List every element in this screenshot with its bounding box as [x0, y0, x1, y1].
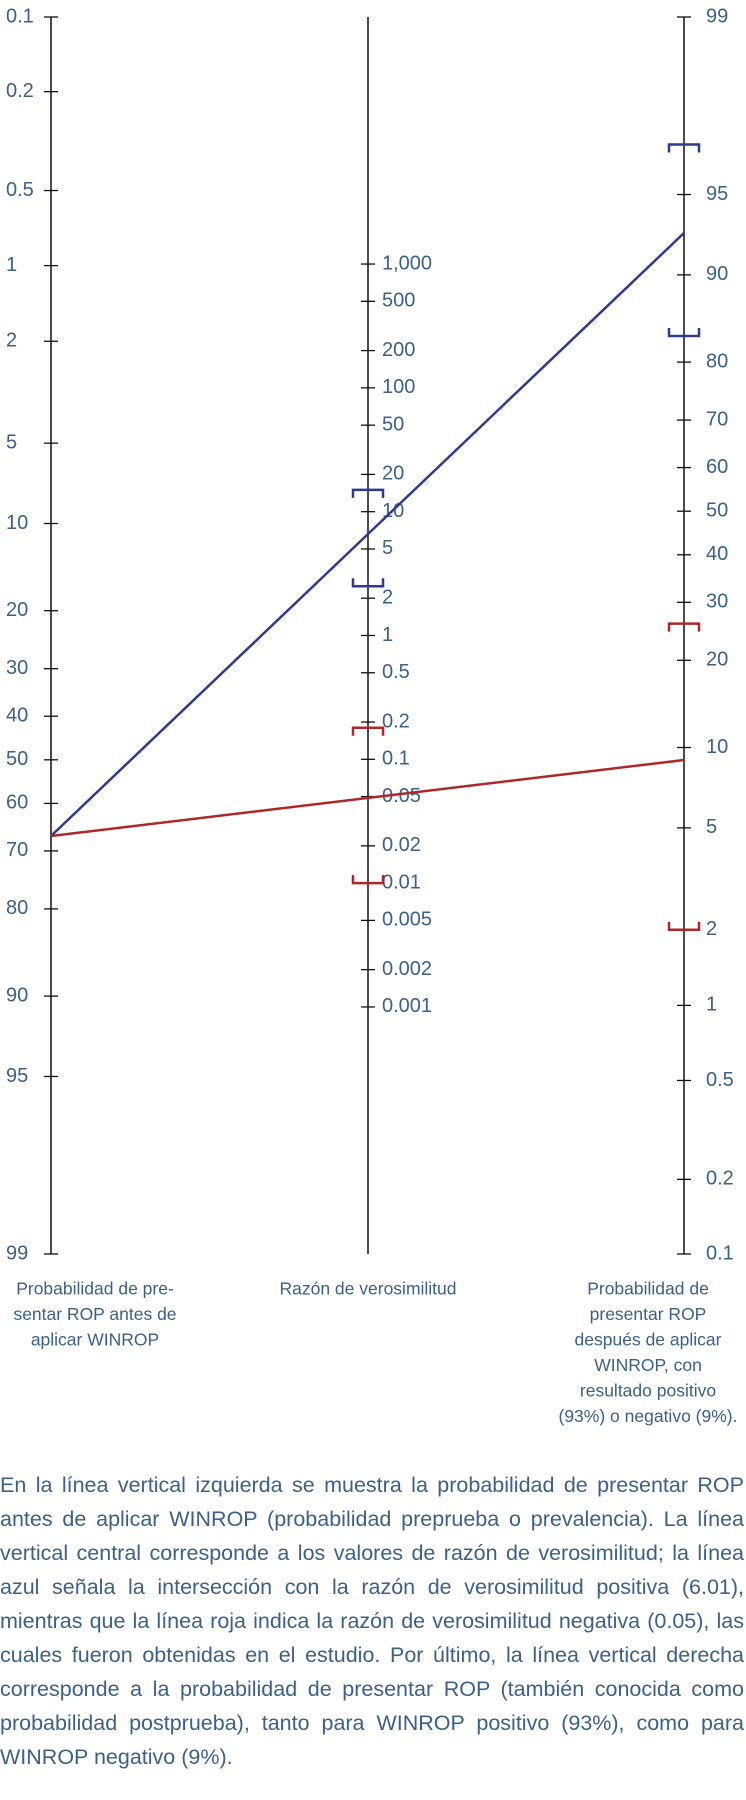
tick-label: 95 [706, 183, 728, 205]
axis-title: Probabilidad de [587, 1279, 709, 1299]
tick-label: 0.2 [6, 80, 34, 102]
tick-label: 10 [6, 512, 28, 534]
tick-label: 95 [6, 1065, 28, 1087]
axis-title: aplicar WINROP [31, 1330, 159, 1350]
tick-label: 10 [706, 736, 728, 758]
axis-title: Probabilidad de pre- [16, 1279, 174, 1299]
tick-label: 0.2 [706, 1168, 734, 1190]
tick-label: 500 [382, 290, 415, 312]
tick-label: 0.5 [706, 1069, 734, 1091]
caption: En la línea vertical izquierda se muestr… [0, 1473, 744, 1769]
tick-label: 40 [6, 704, 28, 726]
tick-label: 80 [706, 350, 728, 372]
tick-label: 2 [382, 587, 393, 609]
tick-label: 70 [706, 408, 728, 430]
axis-title: después de aplicar [575, 1330, 722, 1350]
tick-label: 30 [6, 657, 28, 679]
nomogram: Razón de verosimilitud 0.1 0.2 0.5 1 2 5 10 20 3… [6, 5, 738, 1426]
tick-label: 90 [706, 263, 728, 285]
tick-label: 0.2 [382, 710, 410, 732]
tick-label: 50 [706, 499, 728, 521]
tick-label: 5 [6, 431, 17, 453]
nomogram-line [50, 758, 685, 838]
tick-label: 50 [6, 748, 28, 770]
tick-label: 30 [706, 591, 728, 613]
tick-label: 20 [706, 649, 728, 671]
tick-label: 0.05 [382, 785, 421, 807]
ci-bracket [667, 622, 701, 632]
tick-label: 0.001 [382, 995, 432, 1017]
axis-title: WINROP, con [594, 1355, 702, 1375]
tick-label: 20 [382, 463, 404, 485]
tick-label: 1 [382, 624, 393, 646]
tick-label: 60 [706, 456, 728, 478]
tick-label: 99 [706, 5, 728, 27]
tick-label: 0.02 [382, 834, 421, 856]
axis-title: sentar ROP antes de [13, 1304, 176, 1324]
tick-label: 1,000 [382, 252, 432, 274]
tick-label: 80 [6, 897, 28, 919]
tick-label: 0.005 [382, 909, 432, 931]
tick-label: 0.1 [6, 5, 34, 27]
tick-label: 0.5 [6, 179, 34, 201]
tick-label: 0.1 [706, 1242, 734, 1264]
tick-label: 1 [6, 254, 17, 276]
tick-label: 20 [6, 599, 28, 621]
tick-label: 0.1 [382, 748, 410, 770]
tick-label: 90 [6, 984, 28, 1006]
tick-label: 1 [706, 994, 717, 1016]
ci-bracket [667, 921, 701, 932]
nomogram-line [50, 232, 685, 837]
ci-bracket [351, 488, 385, 498]
tick-label: 200 [382, 339, 415, 361]
tick-label: 2 [706, 918, 717, 940]
tick-label: 2 [6, 330, 17, 352]
tick-label: 5 [382, 537, 393, 559]
ci-bracket [351, 578, 385, 588]
axis-title: resultado positivo [580, 1381, 716, 1401]
tick-label: 99 [6, 1242, 28, 1264]
middle-axis-title: Razón de verosimilitud [279, 1279, 456, 1299]
tick-label: 50 [382, 413, 404, 435]
tick-label: 5 [706, 816, 717, 838]
tick-label: 0.5 [382, 661, 410, 683]
ci-bracket [351, 875, 385, 885]
tick-label: 70 [6, 839, 28, 861]
tick-label: 0.002 [382, 958, 432, 980]
tick-label: 100 [382, 376, 415, 398]
ci-bracket [667, 143, 701, 153]
tick-label: 40 [706, 543, 728, 565]
ci-bracket [667, 328, 701, 338]
ci-bracket [351, 726, 385, 736]
axis-title: presentar ROP [590, 1304, 707, 1324]
tick-label: 60 [6, 792, 28, 814]
axis-title: (93%) o negativo (9%). [559, 1406, 738, 1426]
tick-label: 0.01 [382, 871, 421, 893]
